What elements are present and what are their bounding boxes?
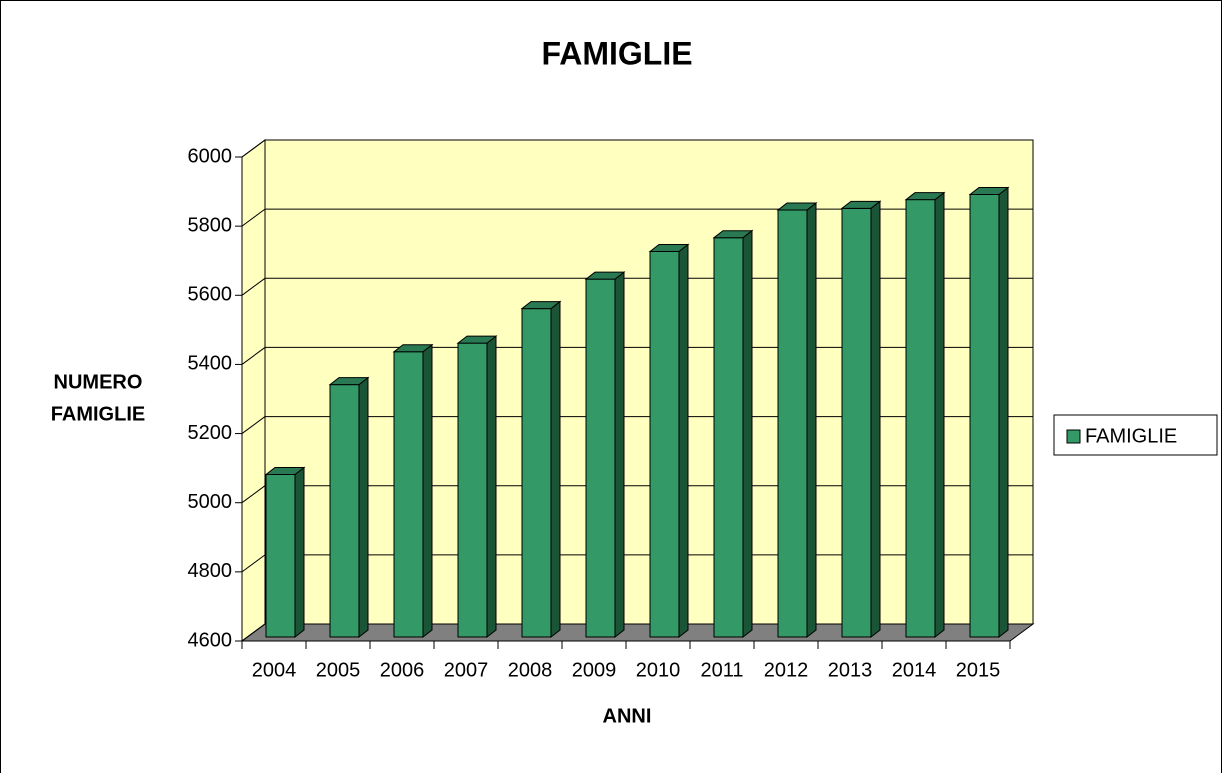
bar-side	[550, 300, 561, 639]
bar	[712, 229, 754, 639]
bar-top	[520, 301, 562, 310]
grid-line	[241, 139, 266, 158]
bar-top	[968, 186, 1010, 195]
grid-line	[241, 416, 266, 434]
x-tick-label: 2015	[956, 659, 1001, 681]
bar	[584, 271, 626, 639]
bar-front	[329, 384, 360, 638]
y-tick-label: 5200	[188, 422, 233, 444]
bar-side	[806, 202, 817, 639]
x-tick-label: 2009	[572, 659, 617, 681]
x-tick-label: 2005	[316, 659, 361, 681]
legend-label: FAMIGLIE	[1085, 425, 1177, 447]
y-tick-label: 4800	[188, 560, 233, 582]
grid-line	[241, 208, 266, 227]
x-tick-label: 2010	[636, 659, 681, 681]
bar-front	[393, 351, 424, 638]
bar	[904, 191, 946, 639]
bar	[456, 335, 498, 639]
bar-side	[486, 335, 497, 639]
y-tick-label: 4600	[188, 629, 233, 651]
x-tick-label: 2012	[764, 659, 809, 681]
x-tick-label: 2014	[892, 659, 937, 681]
x-tick-label: 2008	[508, 659, 553, 681]
chart-title: FAMIGLIE	[541, 35, 692, 71]
bar-front	[841, 207, 872, 638]
y-tick-label: 6000	[188, 145, 233, 167]
y-axis-label: FAMIGLIE	[51, 403, 145, 425]
bar-side	[998, 186, 1009, 639]
legend-swatch	[1066, 429, 1081, 444]
bar	[264, 466, 306, 639]
y-axis-label: NUMERO	[54, 371, 143, 393]
x-tick-label: 2011	[700, 659, 743, 681]
bar-front	[521, 308, 552, 638]
x-tick-label: 2013	[828, 659, 873, 681]
bar-side	[358, 376, 369, 639]
y-tick-label: 5600	[188, 284, 233, 306]
x-axis-label: ANNI	[603, 705, 652, 727]
grid-line	[241, 277, 266, 296]
grid-line	[241, 485, 266, 504]
grid-line	[241, 347, 266, 365]
legend-box	[1053, 414, 1218, 456]
bar-front	[905, 199, 936, 638]
bar-top	[712, 230, 754, 239]
x-tick-label: 2007	[444, 659, 489, 681]
bar-top	[264, 467, 306, 476]
grid-line	[241, 554, 266, 573]
bar-front	[777, 209, 808, 638]
bar-front	[585, 278, 616, 638]
bar-front	[713, 237, 744, 638]
y-tick-label: 5800	[188, 214, 233, 236]
x-tick-label: 2006	[380, 659, 425, 681]
bar	[392, 343, 434, 639]
grid-line	[241, 623, 266, 642]
x-tick-label: 2004	[252, 659, 297, 681]
bar-side	[614, 271, 625, 639]
y-tick-label: 5000	[188, 491, 233, 513]
bar	[968, 186, 1010, 639]
bar-side	[678, 243, 689, 639]
bar-front	[969, 193, 1000, 638]
bar	[776, 202, 818, 639]
side-wall	[241, 139, 266, 642]
bar-top	[840, 200, 882, 209]
bar-side	[422, 343, 433, 639]
bar-top	[904, 192, 946, 201]
bar-front	[649, 251, 680, 638]
bar-top	[648, 244, 690, 253]
bar-front	[265, 474, 296, 638]
bar-top	[456, 335, 498, 344]
bar-top	[776, 202, 818, 211]
bar	[520, 300, 562, 639]
bar	[840, 200, 882, 639]
bar	[328, 376, 370, 639]
bar-top	[584, 271, 626, 280]
bar	[648, 243, 690, 639]
bar-front	[457, 342, 488, 638]
bar-top	[392, 344, 434, 353]
bar-side	[870, 200, 881, 639]
bar-side	[742, 229, 753, 639]
bar-top	[328, 377, 370, 386]
bar-side	[294, 466, 305, 639]
y-tick-label: 5400	[188, 353, 233, 375]
bar-side	[934, 191, 945, 639]
